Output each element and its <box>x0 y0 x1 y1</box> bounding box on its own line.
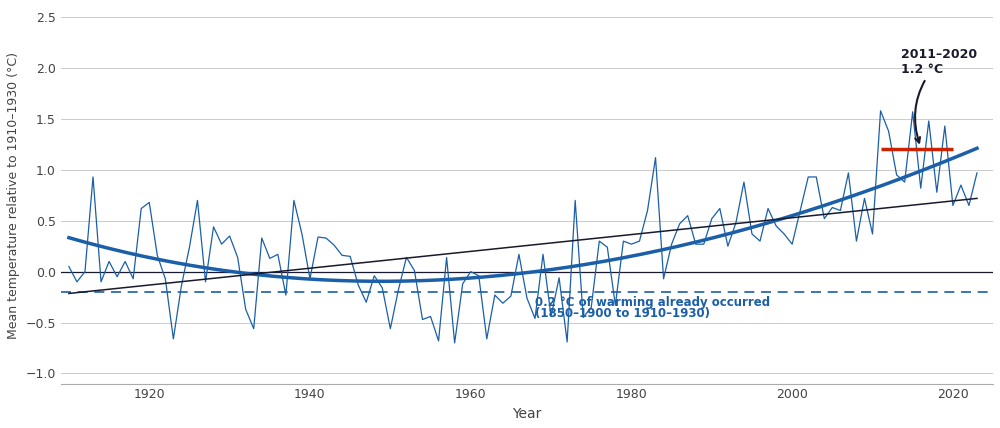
Text: (1850–1900 to 1910–1930): (1850–1900 to 1910–1930) <box>535 307 710 320</box>
Text: 2011–2020
1.2 °C: 2011–2020 1.2 °C <box>901 48 977 143</box>
Y-axis label: Mean temperature relative to 1910–1930 (°C): Mean temperature relative to 1910–1930 (… <box>7 52 20 339</box>
X-axis label: Year: Year <box>512 407 542 421</box>
Text: 0.2 °C of warming already occurred: 0.2 °C of warming already occurred <box>535 296 770 309</box>
